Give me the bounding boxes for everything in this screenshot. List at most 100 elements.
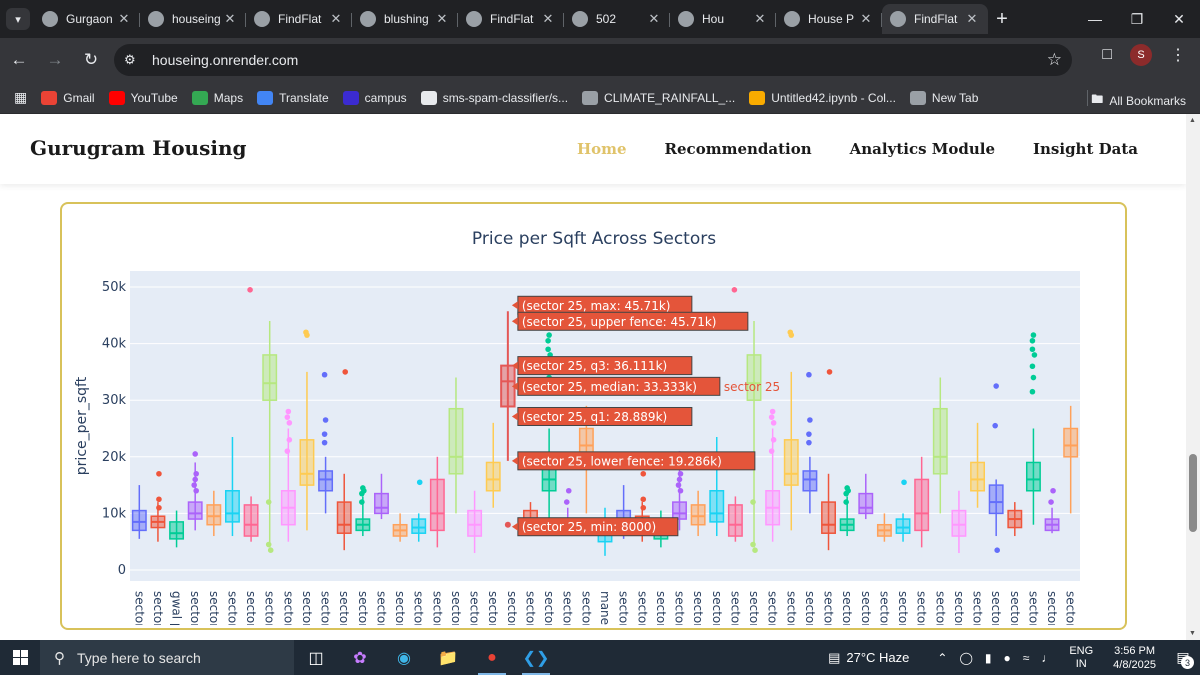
battery-icon[interactable]: ▮ <box>984 650 992 665</box>
network-icon[interactable]: ● <box>1003 650 1011 665</box>
tab-search-button[interactable]: ▾ <box>6 8 30 30</box>
bookmark-item[interactable]: Translate <box>257 90 329 105</box>
browser-tab[interactable]: House P ✕ <box>776 4 882 34</box>
price-per-sqft-chart[interactable]: Price per Sqft Across Sectors 0 10k 20k 30k 4… <box>62 204 1125 628</box>
weather-widget[interactable]: ▤ 27°C Haze <box>828 650 909 666</box>
close-tab-icon[interactable]: ✕ <box>224 11 236 26</box>
all-bookmarks-button[interactable]: 🖿 All Bookmarks <box>1091 90 1186 111</box>
restore-button[interactable]: ❐ <box>1130 10 1144 27</box>
bookmarks-divider <box>1087 90 1088 106</box>
x-tick-label: sector <box>430 591 444 628</box>
box-body <box>690 504 706 526</box>
bookmark-item[interactable]: Maps <box>191 90 243 105</box>
y-tick-label: 30k <box>102 393 127 408</box>
close-tab-icon[interactable]: ✕ <box>436 11 448 26</box>
browser-tab[interactable]: Hou ✕ <box>670 4 776 34</box>
show-hidden-icons-chevron-icon[interactable]: ⌃ <box>937 650 948 665</box>
bookmark-star-icon[interactable]: ☆ <box>1046 50 1062 69</box>
outlier-point <box>750 541 756 548</box>
bookmark-item[interactable]: Untitled42.ipynb - Col... <box>749 90 896 105</box>
clock[interactable]: 3:56 PM 4/8/2025 <box>1113 644 1156 672</box>
scroll-up-arrow-icon[interactable]: ▲ <box>1189 117 1196 124</box>
browser-tab[interactable]: FindFlat ✕ <box>882 4 988 34</box>
url-text[interactable]: houseing.onrender.com <box>152 52 299 68</box>
close-tab-icon[interactable]: ✕ <box>648 11 660 26</box>
volume-icon[interactable]: ♩ <box>1041 650 1054 665</box>
box-plot <box>280 408 296 542</box>
notification-center-button[interactable]: ▤ 3 <box>1166 640 1200 675</box>
browser-tab[interactable]: FindFlat ✕ <box>246 4 352 34</box>
task-view-icon[interactable]: ◫ <box>308 649 324 667</box>
site-brand[interactable]: Gurugram Housing <box>30 136 247 160</box>
reload-button[interactable]: ↻ <box>83 50 99 69</box>
browser-tab[interactable]: Gurgaon ✕ <box>34 4 140 34</box>
scroll-down-arrow-icon[interactable]: ▼ <box>1189 630 1196 637</box>
close-tab-icon[interactable]: ✕ <box>860 11 872 26</box>
menu-kebab-icon[interactable]: ⋮ <box>1170 47 1186 64</box>
nav-recommendation[interactable]: Recommendation <box>664 140 812 158</box>
apps-grid-icon[interactable]: ▦ <box>14 89 28 105</box>
browser-tab[interactable]: FindFlat ✕ <box>458 4 564 34</box>
file-explorer-icon[interactable]: 📁 <box>438 649 458 667</box>
close-tab-icon[interactable]: ✕ <box>754 11 766 26</box>
box-body <box>932 407 948 475</box>
profile-avatar[interactable]: S <box>1130 44 1152 66</box>
edge-icon[interactable]: ◉ <box>397 649 411 667</box>
tray-app-icon[interactable]: ◯ <box>959 650 973 665</box>
minimize-button[interactable]: — <box>1088 11 1102 27</box>
close-tab-icon[interactable]: ✕ <box>966 11 978 26</box>
box-plot <box>765 408 781 542</box>
extensions-icon[interactable]: □ <box>1102 46 1112 63</box>
address-bar[interactable]: ⚙ houseing.onrender.com ☆ <box>114 44 1072 76</box>
site-info-icon[interactable]: ⚙ <box>124 52 136 67</box>
bookmark-item[interactable]: New Tab <box>909 90 978 105</box>
taskbar-search[interactable]: ⚲ Type here to search <box>40 640 294 675</box>
close-tab-icon[interactable]: ✕ <box>118 11 130 26</box>
language-indicator[interactable]: ENG IN <box>1069 645 1093 671</box>
start-button[interactable] <box>0 640 40 675</box>
back-button[interactable]: ← <box>10 50 28 69</box>
forward-button[interactable]: → <box>46 50 64 69</box>
box-plot <box>429 456 445 548</box>
close-tab-icon[interactable]: ✕ <box>542 11 554 26</box>
x-tick-label: sector <box>728 591 742 628</box>
chrome-taskbar-icon[interactable]: ● <box>470 640 514 675</box>
bookmark-item[interactable]: CLIMATE_RAINFALL_... <box>582 90 735 105</box>
outlier-point <box>769 408 776 415</box>
globe-icon <box>466 11 482 27</box>
bookmark-item[interactable]: YouTube <box>108 90 178 105</box>
outlier-point <box>192 451 198 457</box>
box-plot <box>262 320 278 553</box>
nav-home[interactable]: Home <box>576 140 627 158</box>
tab-title: houseing <box>172 12 221 26</box>
browser-tab[interactable]: blushing ✕ <box>352 4 458 34</box>
nav-insight-data[interactable]: Insight Data <box>1033 140 1138 158</box>
browser-tab[interactable]: houseing ✕ <box>140 4 246 34</box>
globe-icon <box>254 11 270 27</box>
bookmark-item[interactable]: campus <box>342 90 407 105</box>
page-scrollbar[interactable]: ▲ ▼ <box>1186 114 1200 640</box>
bookmark-label: Gmail <box>63 90 95 105</box>
nav-analytics-module[interactable]: Analytics Module <box>849 140 995 158</box>
box-plot <box>821 369 836 551</box>
x-tick-label: sector <box>859 591 873 628</box>
copilot-icon[interactable]: ✿ <box>353 649 367 667</box>
x-tick-label: sector <box>877 591 891 628</box>
browser-tab[interactable]: 502 ✕ <box>564 4 670 34</box>
hover-label-pointer <box>511 317 518 326</box>
new-tab-button[interactable]: + <box>996 7 1008 30</box>
box-body <box>429 478 445 532</box>
wifi-icon[interactable]: ≈ <box>1022 650 1030 665</box>
bookmark-item[interactable]: Gmail <box>41 90 95 105</box>
vscode-icon[interactable]: ❮❯ <box>514 640 558 675</box>
box-plot <box>1025 332 1041 525</box>
close-tab-icon[interactable]: ✕ <box>330 11 342 26</box>
scrollbar-thumb[interactable] <box>1189 454 1197 532</box>
x-tick-label: sector <box>579 591 593 628</box>
hover-label-text: (sector 25, q3: 36.111k) <box>522 359 667 373</box>
close-window-button[interactable]: ✕ <box>1173 10 1185 27</box>
x-tick-label: sector <box>505 591 519 628</box>
bookmark-item[interactable]: sms-spam-classifier/s... <box>420 90 568 105</box>
folder-icon: 🖿 <box>1091 92 1104 106</box>
box-body <box>318 470 334 492</box>
